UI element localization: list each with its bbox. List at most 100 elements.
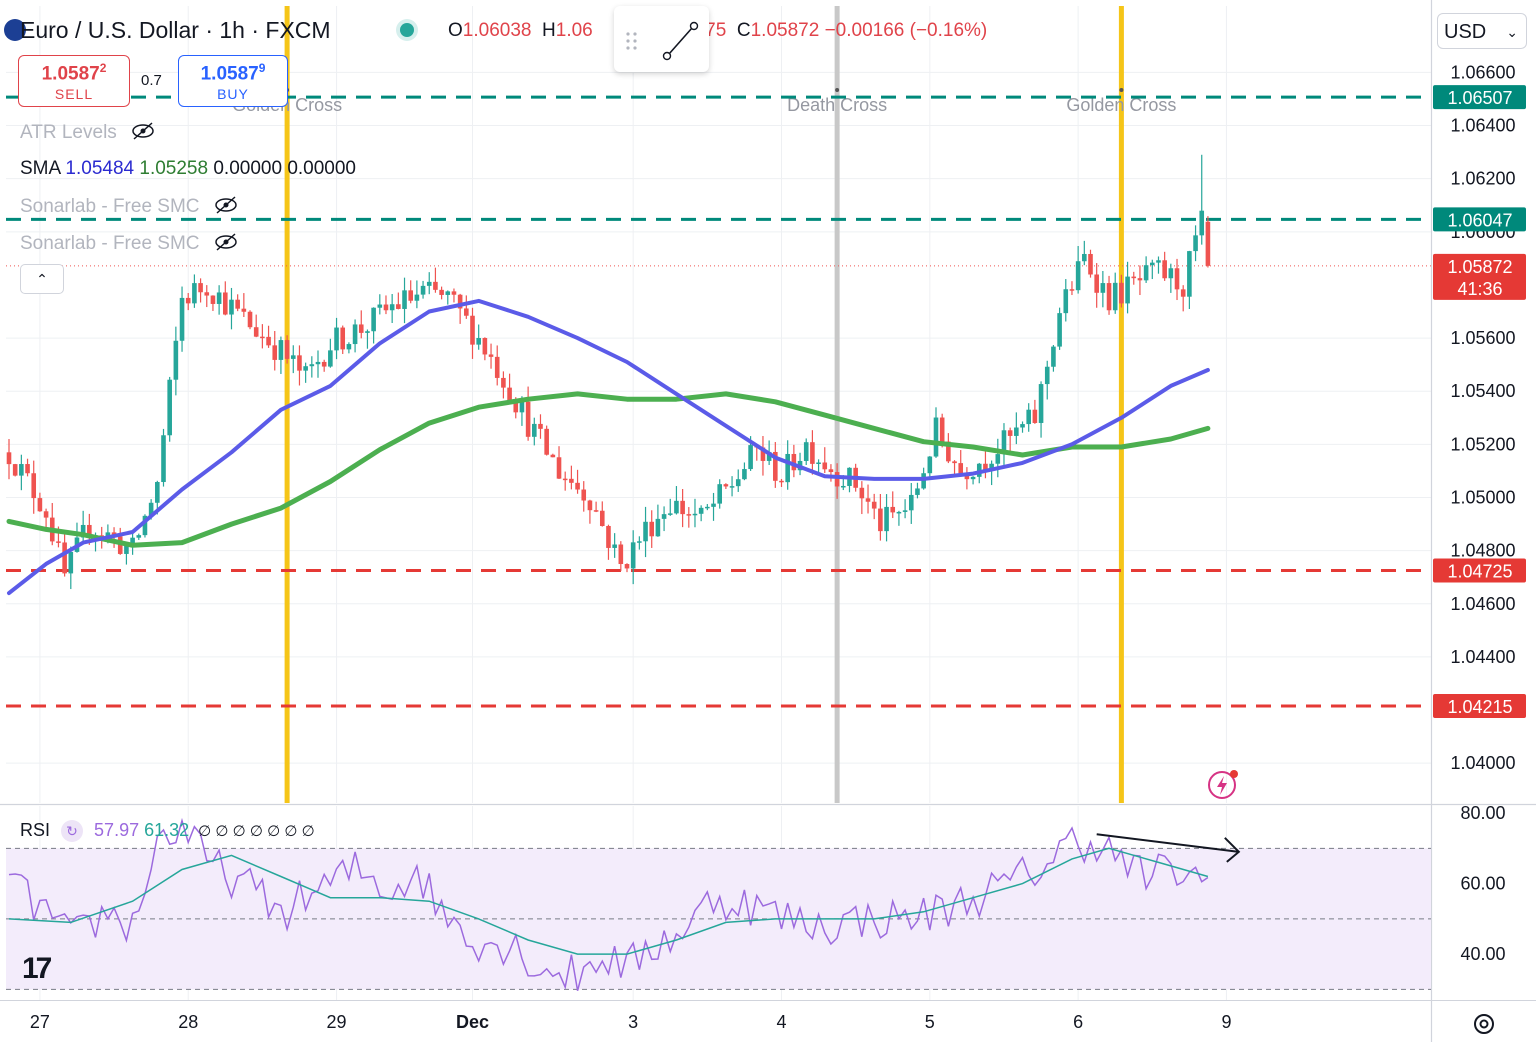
candle-body <box>482 337 488 355</box>
atr-levels-legend[interactable]: ATR Levels <box>20 121 156 144</box>
candle-body <box>383 304 389 311</box>
time-tick-label: 6 <box>1073 1012 1083 1032</box>
currency-select[interactable]: USD ⌄ <box>1437 13 1527 49</box>
candle-body <box>1088 253 1093 275</box>
candle-body <box>871 501 877 509</box>
tradingview-logo[interactable]: 17 <box>22 952 52 985</box>
divergence-arrow <box>1096 833 1239 853</box>
candle-body <box>223 292 228 315</box>
sma-value-4: 0.00000 <box>287 158 356 179</box>
candle-body <box>624 564 630 569</box>
symbol-title[interactable]: Euro / U.S. Dollar · 1h · FXCM <box>20 17 331 43</box>
candle-body <box>717 484 722 504</box>
eye-hidden-icon[interactable] <box>130 121 156 141</box>
time-tick-label: Dec <box>456 1012 489 1032</box>
candle-body <box>939 417 945 442</box>
candle-body <box>247 311 253 328</box>
candle-body <box>1187 251 1192 297</box>
candle-body <box>711 503 716 507</box>
price-tick-label: 1.05000 <box>1450 487 1515 507</box>
candle-body <box>1205 221 1211 266</box>
candle-body <box>680 500 685 515</box>
candle-body <box>278 340 284 360</box>
candle-body <box>538 423 543 429</box>
candle-body <box>340 327 346 350</box>
eye-hidden-icon[interactable] <box>213 195 239 215</box>
settings-gear-icon[interactable] <box>1470 1010 1498 1038</box>
candle-body <box>556 457 562 479</box>
rsi-tick-label: 60.00 <box>1460 874 1505 894</box>
candle-body <box>371 307 376 332</box>
smc-legend-1[interactable]: Sonarlab - Free SMC <box>20 195 239 218</box>
candle-body <box>1014 427 1019 436</box>
rsi-ma-line <box>8 847 1209 955</box>
candle-body <box>1001 430 1007 455</box>
candle-body <box>766 451 772 461</box>
candle-body <box>587 500 593 511</box>
candle-body <box>204 292 210 296</box>
candle-body <box>989 463 994 470</box>
trend-line-icon[interactable] <box>614 6 709 72</box>
candle-body <box>56 541 61 543</box>
candle-body <box>284 340 290 359</box>
price-tick-label: 1.04800 <box>1450 541 1515 561</box>
candle-body <box>402 290 407 309</box>
sma-slow-line <box>6 391 1211 548</box>
candle-body <box>927 456 933 474</box>
price-tick-label: 1.05400 <box>1450 381 1515 401</box>
candle-body <box>1038 384 1044 423</box>
price-tick-label: 1.05200 <box>1450 434 1515 454</box>
candles <box>6 154 1211 590</box>
candle-body <box>266 336 271 346</box>
candle-body <box>519 401 525 413</box>
candle-body <box>1168 268 1174 279</box>
candle-body <box>859 487 865 499</box>
candle-body <box>1057 313 1062 347</box>
price-badge-support <box>1433 558 1526 583</box>
smc-legend-2[interactable]: Sonarlab - Free SMC <box>20 232 239 255</box>
candle-body <box>253 327 259 337</box>
candle-body <box>272 345 278 360</box>
time-tick-label: 5 <box>925 1012 935 1032</box>
candle-body <box>779 480 784 483</box>
rsi-ma-value: 61.32 <box>144 820 190 840</box>
eye-hidden-icon[interactable] <box>213 232 239 252</box>
countdown-label: 41:36 <box>1457 279 1502 299</box>
candle-body <box>1063 289 1069 314</box>
sma-value-2: 1.05258 <box>139 158 209 179</box>
price-tick-label: 1.04600 <box>1450 594 1515 614</box>
refresh-icon[interactable]: ↻ <box>61 820 84 842</box>
candle-body <box>1156 260 1161 263</box>
candle-body <box>661 514 667 519</box>
buy-button[interactable]: 1.05879 BUY <box>178 55 288 107</box>
sma-value-1: 1.05484 <box>65 158 135 179</box>
event-label: Death Cross <box>787 95 887 115</box>
price-tick-label: 1.06600 <box>1450 62 1515 82</box>
collapse-legend-button[interactable]: ⌃ <box>20 264 64 294</box>
candle-body <box>12 464 18 476</box>
candle-body <box>908 494 914 511</box>
candle-body <box>995 454 1001 464</box>
rsi-legend[interactable]: RSI ↻ 57.97 61.32 ∅ ∅ ∅ ∅ ∅ ∅ ∅ <box>20 820 315 842</box>
smc-label-2: Sonarlab - Free SMC <box>20 233 200 254</box>
time-tick-label: 27 <box>30 1012 50 1032</box>
candle-body <box>501 377 506 388</box>
lightning-alert-icon[interactable] <box>1206 768 1240 802</box>
candle-body <box>396 304 401 309</box>
chevron-up-icon: ⌃ <box>36 271 48 287</box>
candle-body <box>87 524 92 536</box>
price-badge-support <box>1433 694 1526 719</box>
sell-button[interactable]: 1.05872 SELL <box>18 55 130 107</box>
price-tick-label: 1.05600 <box>1450 328 1515 348</box>
candle-body <box>785 453 790 483</box>
candle-body <box>1106 283 1112 311</box>
candle-body <box>1100 283 1106 293</box>
candle-body <box>674 500 679 514</box>
candle-body <box>532 423 537 437</box>
candle-body <box>241 308 247 312</box>
sma-legend[interactable]: SMA 1.05484 1.05258 0.00000 0.00000 <box>20 158 356 180</box>
candle-body <box>983 463 988 470</box>
candle-body <box>562 478 568 481</box>
drawing-tool-popup[interactable] <box>614 6 709 72</box>
